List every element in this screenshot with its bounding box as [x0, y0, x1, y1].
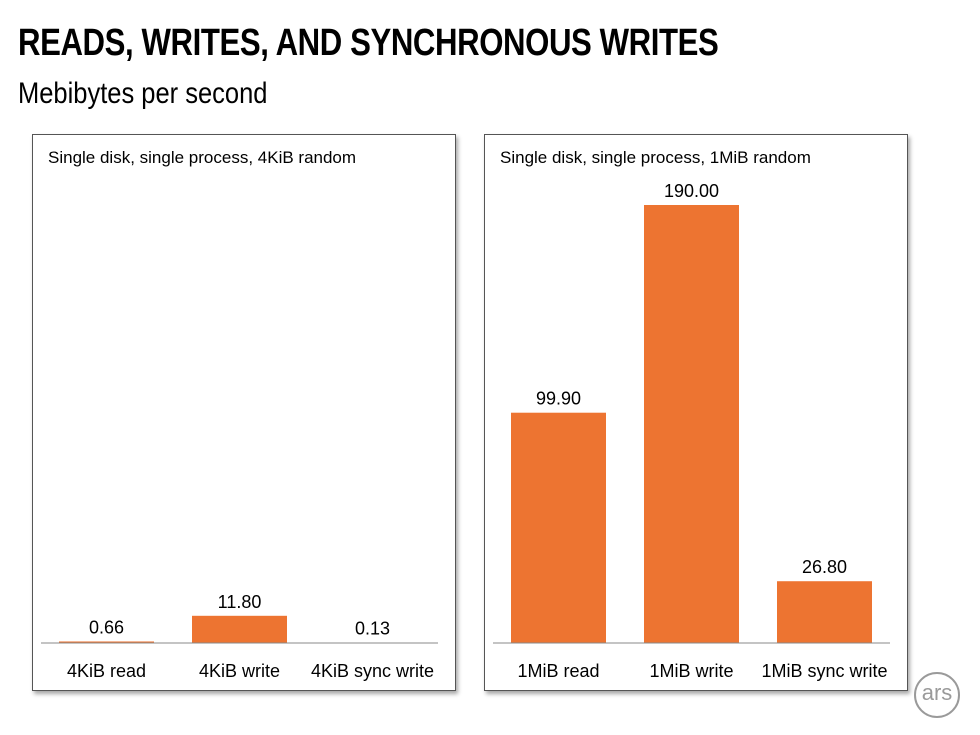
bar: [511, 412, 606, 643]
bar-value-label: 190.00: [664, 181, 719, 201]
category-label: 1MiB read: [517, 661, 599, 681]
panel-title: Single disk, single process, 1MiB random: [500, 148, 811, 167]
chart-subtitle: Mebibytes per second: [18, 77, 268, 110]
bar: [192, 615, 287, 643]
bar-value-label: 99.90: [536, 389, 581, 409]
ars-logo-text: ars: [921, 680, 953, 705]
category-label: 4KiB write: [199, 661, 280, 681]
chart-panel-4kib: Single disk, single process, 4KiB random…: [32, 134, 456, 691]
category-label: 4KiB sync write: [311, 661, 434, 681]
bar: [777, 581, 872, 643]
bar: [644, 205, 739, 643]
bar: [59, 641, 154, 643]
chart-panel-1mib: Single disk, single process, 1MiB random…: [484, 134, 908, 691]
category-label: 4KiB read: [67, 661, 146, 681]
chart-title: READS, WRITES, AND SYNCHRONOUS WRITES: [18, 22, 719, 64]
bar-value-label: 0.66: [89, 617, 124, 637]
chart-svg-1mib: Single disk, single process, 1MiB random…: [493, 148, 890, 681]
bar-value-label: 0.13: [355, 619, 390, 639]
category-label: 1MiB sync write: [761, 661, 887, 681]
ars-logo: ars: [914, 672, 960, 718]
panel-title: Single disk, single process, 4KiB random: [48, 148, 356, 167]
chart-svg-4kib: Single disk, single process, 4KiB random…: [41, 148, 438, 681]
category-label: 1MiB write: [649, 661, 733, 681]
bar-value-label: 11.80: [218, 592, 262, 612]
bar-value-label: 26.80: [802, 557, 847, 577]
